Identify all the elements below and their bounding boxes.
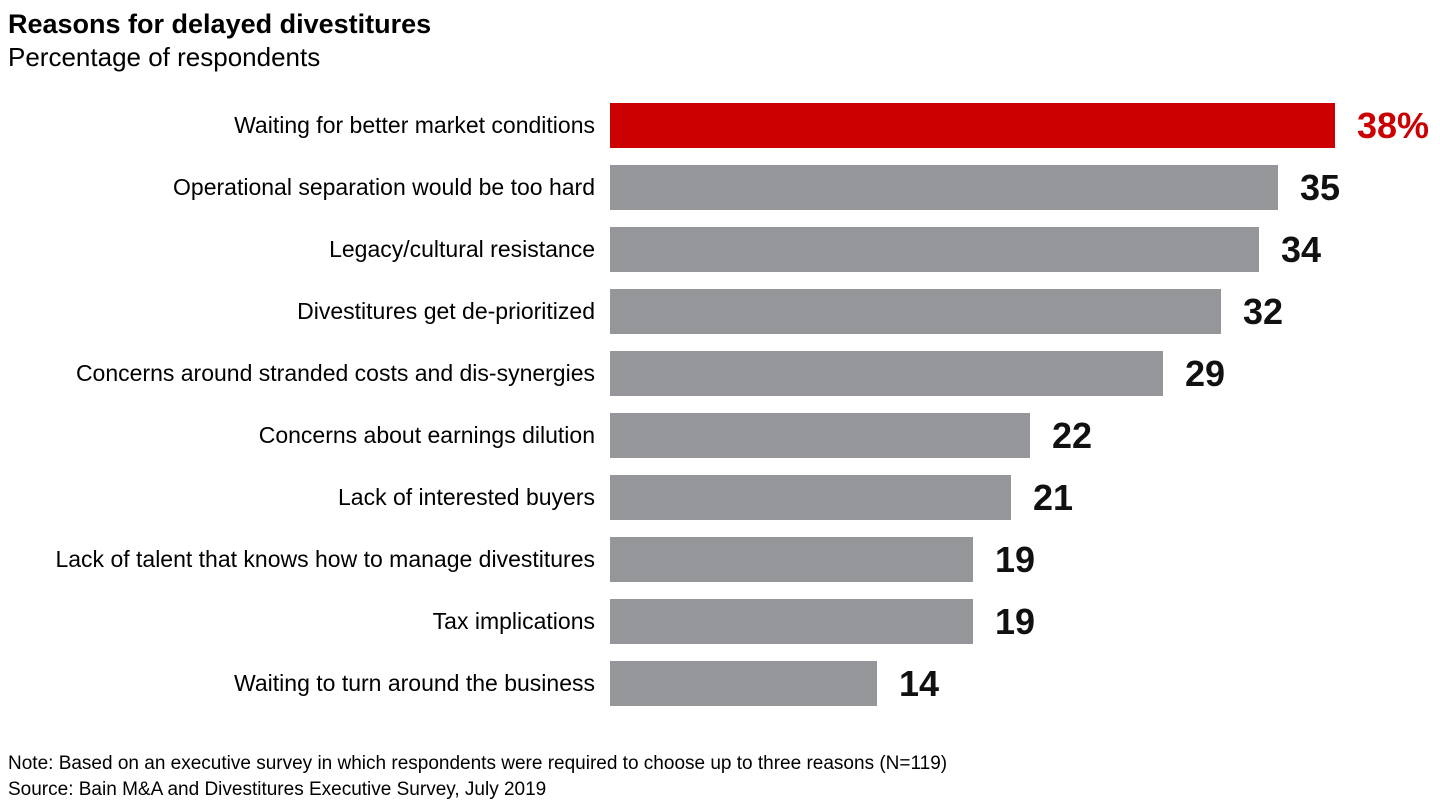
note-text: Note: Based on an executive survey in wh… <box>8 753 948 774</box>
source-text: Source: Bain M&A and Divestitures Execut… <box>8 779 547 800</box>
page-title: Reasons for delayed divestitures <box>8 9 432 39</box>
bar <box>610 413 1030 458</box>
bar-track: 29 <box>610 351 1440 396</box>
chart-footer: Note: Based on an executive survey in wh… <box>8 751 947 803</box>
bar <box>610 289 1221 334</box>
bar-track: 34 <box>610 227 1440 272</box>
value-label: 35 <box>1300 166 1341 208</box>
category-label: Waiting to turn around the business <box>234 670 595 696</box>
chart-header: Reasons for delayed divestitures Percent… <box>8 8 431 74</box>
value-label: 38% <box>1357 104 1430 146</box>
category-label: Tax implications <box>432 608 595 634</box>
value-label: 22 <box>1052 414 1093 456</box>
chart-row: Tax implications 19 <box>0 599 1440 644</box>
bar <box>610 537 973 582</box>
bar-track: 14 <box>610 661 1440 706</box>
value-label: 19 <box>995 538 1036 580</box>
value-label: 34 <box>1281 228 1322 270</box>
category-label: Lack of interested buyers <box>338 484 595 510</box>
bar-track: 32 <box>610 289 1440 334</box>
category-label: Concerns around stranded costs and dis-s… <box>75 360 595 386</box>
value-label: 32 <box>1243 290 1284 332</box>
bar-track: 22 <box>610 413 1440 458</box>
bar <box>610 103 1335 148</box>
value-label: 14 <box>899 662 940 704</box>
category-label: Lack of talent that knows how to manage … <box>55 546 595 572</box>
category-label: Legacy/cultural resistance <box>329 236 595 262</box>
chart-row: Concerns around stranded costs and dis-s… <box>0 351 1440 396</box>
category-label: Concerns about earnings dilution <box>258 422 595 448</box>
bar-track: 19 <box>610 599 1440 644</box>
bar-track: 38% <box>610 103 1440 148</box>
bar-track: 19 <box>610 537 1440 582</box>
chart-row: Divestitures get de-prioritized 32 <box>0 289 1440 334</box>
chart-row: Legacy/cultural resistance 34 <box>0 227 1440 272</box>
chart-row: Lack of interested buyers 21 <box>0 475 1440 520</box>
category-label: Operational separation would be too hard <box>173 174 595 200</box>
bar <box>610 475 1011 520</box>
chart-row: Operational separation would be too hard… <box>0 165 1440 210</box>
bar <box>610 351 1163 396</box>
chart-row: Waiting to turn around the business 14 <box>0 661 1440 706</box>
bar-track: 21 <box>610 475 1440 520</box>
chart-row: Lack of talent that knows how to manage … <box>0 537 1440 582</box>
value-label: 19 <box>995 600 1036 642</box>
value-label: 29 <box>1185 352 1226 394</box>
bar-chart: Waiting for better market conditions 38% O… <box>0 103 1440 723</box>
category-label: Waiting for better market conditions <box>234 112 595 138</box>
bar-track: 35 <box>610 165 1440 210</box>
bar <box>610 227 1259 272</box>
bar <box>610 661 877 706</box>
chart-row: Waiting for better market conditions 38% <box>0 103 1440 148</box>
bar <box>610 165 1278 210</box>
category-label: Divestitures get de-prioritized <box>297 298 595 324</box>
bar <box>610 599 973 644</box>
value-label: 21 <box>1033 476 1074 518</box>
chart-row: Concerns about earnings dilution 22 <box>0 413 1440 458</box>
page-subtitle: Percentage of respondents <box>8 42 321 72</box>
